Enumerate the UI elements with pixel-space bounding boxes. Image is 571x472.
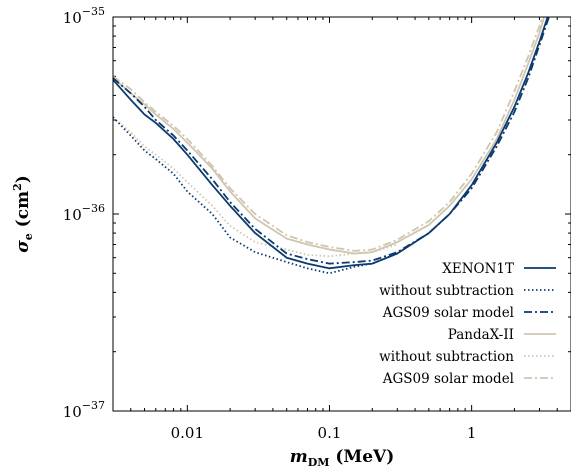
series-line — [113, 116, 398, 275]
y-axis-title: σe (cm2) — [11, 175, 35, 253]
series-line — [113, 116, 398, 258]
x-tick-label: 0.01 — [171, 424, 204, 442]
x-tick-label: 0.1 — [318, 424, 342, 442]
legend-label: without subtraction — [379, 349, 514, 365]
x-axis-title: mDM (MeV) — [290, 447, 395, 469]
legend-label: AGS09 solar model — [382, 371, 514, 387]
legend-label: without subtraction — [379, 283, 514, 299]
plot-area — [113, 17, 550, 275]
y-tick-label: 10−37 — [63, 399, 105, 421]
legend: XENON1T without subtraction AGS09 solar mo… — [379, 261, 556, 387]
series-line — [113, 17, 549, 270]
legend-label: PandaX-II — [448, 327, 514, 343]
y-tick-label: 10−35 — [63, 5, 105, 27]
series-line — [113, 17, 546, 255]
series-line — [113, 17, 544, 252]
legend-label: AGS09 solar model — [382, 305, 514, 321]
legend-label: XENON1T — [442, 261, 514, 277]
plot-frame — [112, 16, 571, 412]
series-line — [113, 17, 550, 265]
tick-labels: 0.01 0.1 1 10−37 10−36 10−35 — [63, 5, 477, 442]
y-tick-label: 10−36 — [63, 202, 105, 224]
x-tick-label: 1 — [467, 424, 477, 442]
